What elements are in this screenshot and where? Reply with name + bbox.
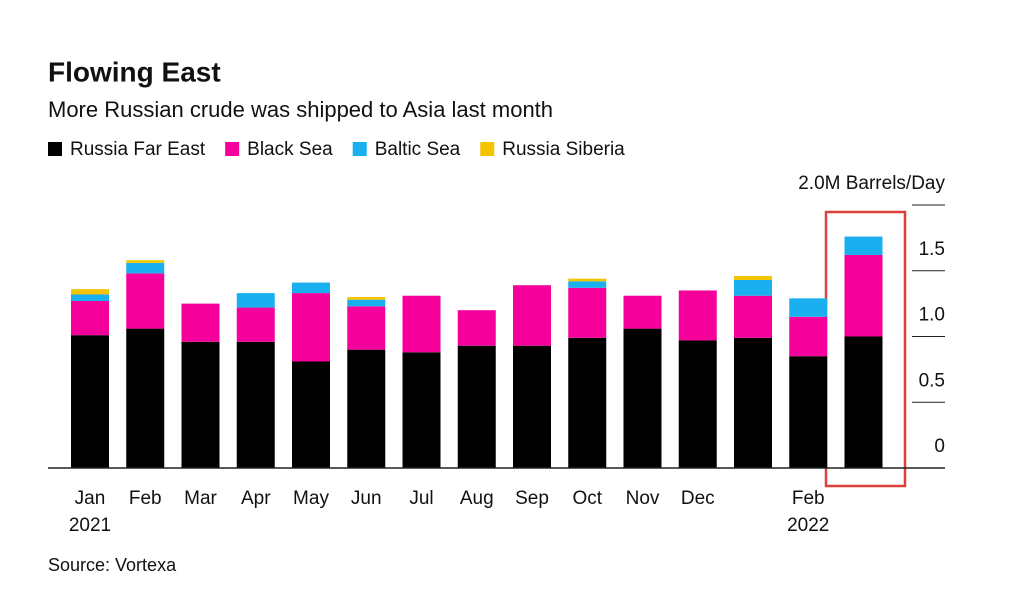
bar-segment bbox=[568, 278, 607, 282]
x-tick-line: Jun bbox=[351, 488, 382, 509]
bar-segment bbox=[347, 299, 386, 307]
bar-segment bbox=[513, 285, 551, 346]
legend-label: Black Sea bbox=[247, 139, 333, 160]
y-tick-label: 1.0 bbox=[919, 305, 945, 326]
bar-segment bbox=[568, 281, 607, 288]
bar-segment bbox=[844, 336, 883, 468]
x-tick-label: Aug bbox=[460, 488, 494, 509]
x-tick-label: Dec bbox=[681, 488, 715, 509]
x-tick-label: Nov bbox=[626, 488, 660, 509]
bar-segment bbox=[292, 293, 330, 362]
bar-segment bbox=[126, 328, 165, 468]
bar-segment bbox=[568, 287, 607, 338]
y-tick-label: 1.5 bbox=[919, 239, 945, 260]
chart-subtitle: More Russian crude was shipped to Asia l… bbox=[48, 97, 553, 122]
x-tick-line: Nov bbox=[626, 488, 660, 509]
bar-segment bbox=[678, 290, 717, 341]
bar-segment bbox=[71, 300, 109, 336]
legend-swatch bbox=[352, 142, 367, 156]
bar-segment bbox=[513, 345, 551, 468]
bar-segment bbox=[734, 276, 772, 280]
legend-swatch bbox=[225, 142, 240, 156]
x-tick-label: Jul bbox=[409, 488, 433, 509]
bar-segment bbox=[71, 294, 109, 301]
x-tick-label: Jun bbox=[351, 488, 382, 509]
x-tick-line: Mar bbox=[184, 488, 217, 509]
legend-label: Russia Siberia bbox=[502, 139, 625, 160]
x-tick-label: May bbox=[293, 488, 329, 509]
bar-segment bbox=[292, 282, 330, 294]
source: Source: Vortexa bbox=[48, 555, 177, 575]
x-tick-line: Jul bbox=[409, 488, 433, 509]
x-tick-line: Dec bbox=[681, 488, 715, 509]
bar-segment bbox=[789, 316, 828, 357]
bar-segment bbox=[402, 295, 441, 353]
bar-segment bbox=[126, 260, 165, 263]
bar-segment bbox=[236, 307, 275, 342]
bar-segment bbox=[181, 303, 220, 342]
x-tick-label: Sep bbox=[515, 488, 549, 509]
bar-segment bbox=[126, 262, 165, 274]
bar-segment bbox=[457, 345, 496, 468]
bar-segment bbox=[789, 356, 828, 468]
x-tick-label: Feb bbox=[129, 488, 162, 509]
x-tick-line: May bbox=[293, 488, 329, 509]
x-tick-line: Feb bbox=[129, 488, 162, 509]
bar-segment bbox=[126, 273, 165, 329]
x-tick-label: Feb 2022 bbox=[787, 488, 829, 536]
x-tick-line: Apr bbox=[241, 488, 271, 509]
bar-segment bbox=[623, 295, 662, 329]
bar-segment bbox=[71, 289, 109, 295]
x-tick-line: Feb bbox=[792, 488, 825, 509]
x-tick-line: Oct bbox=[572, 488, 602, 509]
x-tick-line: Jan bbox=[75, 488, 106, 509]
y-tick-label: 2.0M Barrels/Day bbox=[798, 173, 945, 194]
bar-segment bbox=[734, 337, 772, 468]
x-tick-line: Sep bbox=[515, 488, 549, 509]
legend-label: Russia Far East bbox=[70, 139, 206, 160]
y-tick-label: 0.5 bbox=[919, 370, 945, 391]
bar-segment bbox=[844, 254, 883, 337]
bar-segment bbox=[292, 361, 330, 468]
legend-swatch bbox=[48, 142, 62, 156]
x-tick-line: 2021 bbox=[69, 515, 111, 536]
x-tick-line: 2022 bbox=[787, 515, 829, 536]
x-tick-label: Oct bbox=[572, 488, 602, 509]
bar-segment bbox=[623, 328, 662, 468]
x-tick-label: Mar bbox=[184, 488, 217, 509]
bar-segment bbox=[347, 349, 386, 468]
bar-segment bbox=[347, 297, 386, 300]
legend-label: Baltic Sea bbox=[375, 139, 461, 160]
bar-segment bbox=[236, 341, 275, 468]
bar-segment bbox=[734, 279, 772, 296]
bar-segment bbox=[402, 352, 441, 468]
x-tick-label: Jan 2021 bbox=[69, 488, 111, 536]
x-tick-label: Apr bbox=[241, 488, 271, 509]
x-tick-line: Aug bbox=[460, 488, 494, 509]
legend-swatch bbox=[480, 142, 495, 156]
chart-title: Flowing East bbox=[48, 56, 221, 87]
bar-segment bbox=[181, 341, 220, 468]
bar-segment bbox=[236, 293, 275, 308]
bar-segment bbox=[457, 310, 496, 346]
bar-segment bbox=[568, 337, 607, 468]
bar-segment bbox=[347, 306, 386, 350]
bar-segment bbox=[678, 340, 717, 468]
bar-segment bbox=[734, 295, 772, 338]
bar-segment bbox=[71, 335, 109, 468]
bar-segment bbox=[789, 298, 828, 317]
bar-segment bbox=[844, 236, 883, 255]
y-tick-label: 0 bbox=[934, 436, 945, 457]
